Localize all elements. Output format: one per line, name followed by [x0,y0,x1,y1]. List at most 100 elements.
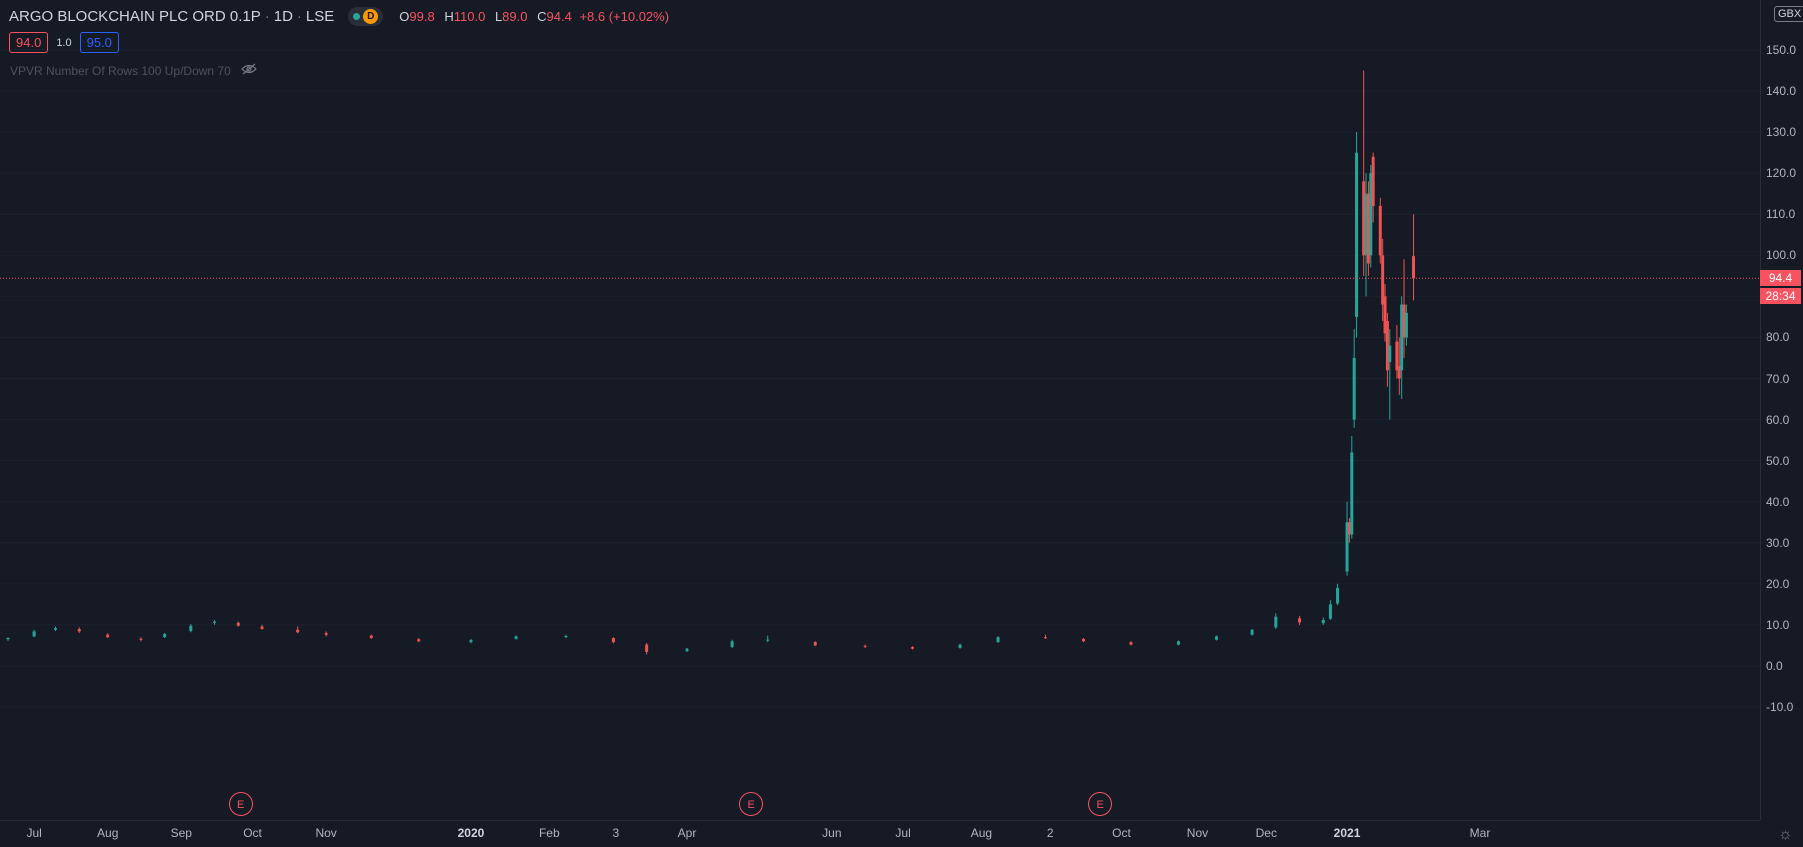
price-tick-label: 20.0 [1766,576,1790,591]
time-tick-label: Feb [538,826,560,840]
candlestick-series [6,70,1416,655]
candle-body [611,638,615,643]
price-tick-label: 70.0 [1766,371,1790,386]
candle-body [996,637,1000,643]
price-tick-label: 30.0 [1766,535,1790,550]
interval-label[interactable]: 1D [273,7,293,25]
candle-body [1298,618,1302,623]
earnings-marker[interactable]: E [1088,792,1113,816]
time-tick-label: Nov [315,826,337,840]
close-value: 94.4 [546,8,572,24]
candle-body [1397,366,1401,379]
price-tick-label: 0.0 [1766,658,1783,673]
candle-body [236,622,240,626]
open-key: O [399,8,410,24]
candle-body [1402,304,1406,338]
low-value: 89.0 [502,8,528,24]
time-tick-label: Oct [243,826,262,840]
market-status[interactable]: D [348,6,384,26]
candle-body [6,638,10,640]
time-tick-label: Aug [97,826,119,840]
candle-body [1355,152,1359,317]
time-tick-label: Sep [170,826,192,840]
candle-body [911,647,915,649]
candle-body [1383,296,1387,334]
buy-button[interactable]: 95.0 [79,32,119,53]
high-value: 110.0 [453,8,486,24]
currency-label[interactable]: GBX [1774,6,1803,22]
candle-body [163,633,167,638]
symbol-title[interactable]: ARGO BLOCKCHAIN PLC ORD 0.1P [9,7,261,25]
chart-grid [0,49,1760,708]
settings-gear-icon[interactable]: ☼ [1778,826,1793,843]
price-tick-label: 60.0 [1766,412,1790,427]
candle-body [53,628,57,630]
candle-body [1044,637,1048,639]
candle-body [1388,345,1392,363]
candle-body [1385,321,1389,371]
price-tick-label: 140.0 [1766,84,1797,99]
spread-value: 1.0 [56,36,72,49]
candle-body [1400,304,1404,371]
candle-body [369,635,373,639]
candle-body [645,644,649,652]
candle-body [1336,587,1340,604]
candle-body [1404,312,1408,338]
candle-body [514,636,518,639]
sell-button[interactable]: 94.0 [9,32,49,53]
candle-body [1369,173,1373,256]
candle-body [213,621,217,623]
candle-body [106,634,110,638]
candle-body [1364,193,1368,256]
candle-body [139,638,143,640]
time-tick-label: Dec [1255,826,1277,840]
time-tick-label: Aug [970,826,993,840]
price-chart[interactable] [0,0,1760,820]
price-tick-label: -10.0 [1766,700,1794,714]
exchange-label: LSE [305,7,335,25]
time-axis[interactable] [0,820,1760,847]
candle-body [1395,341,1399,371]
time-tick-label: Oct [1112,826,1131,840]
price-tick-label: 110.0 [1766,207,1796,222]
chart-legend: ARGO BLOCKCHAIN PLC ORD 0.1P · 1D · LSE … [9,6,673,26]
candle-body [1345,522,1349,572]
candle-body [1378,206,1382,256]
candle-body [469,640,473,643]
time-tick-label: Jul [26,826,42,840]
earnings-marker[interactable]: E [228,792,253,816]
candle-body [1371,156,1375,207]
candle-body [77,628,81,632]
time-tick-label: Apr [677,826,697,840]
open-value: 99.8 [409,8,435,24]
price-tick-label: 10.0 [1766,617,1790,632]
last-price-tag: 94.4 [1760,270,1801,287]
delayed-data-badge: D [363,8,379,24]
candle-body [958,644,962,648]
low-key: L [494,8,503,24]
price-tick-label: 120.0 [1766,166,1797,181]
candle-body [1352,357,1356,420]
close-key: C [537,8,547,24]
candle-body [417,639,421,642]
time-tick-label: 2020 [457,826,485,840]
indicator-legend[interactable]: VPVR Number Of Rows 100 Up/Down 70 [10,63,257,78]
candle-body [1214,636,1218,640]
ohlc-values: O99.8 H110.0 L89.0 C94.4 +8.6 (+10.02%) [397,9,673,24]
high-key: H [444,8,454,24]
indicator-label[interactable]: VPVR Number Of Rows 100 Up/Down 70 [10,63,231,78]
price-tick-label: 40.0 [1766,494,1790,509]
candle-body [1082,638,1086,642]
hidden-eye-icon[interactable] [240,63,257,78]
time-tick-label: Jul [895,826,911,840]
time-tick-label: 2 [1046,826,1054,840]
candle-body [1176,641,1180,645]
candle-body [260,626,264,629]
earnings-marker[interactable]: E [739,792,764,816]
candle-body [1328,604,1332,619]
candle-body [1381,255,1385,305]
candle-body [730,641,734,648]
candle-body [1129,642,1133,645]
change-value: +8.6 (+10.02%) [579,8,670,24]
price-axis[interactable] [1760,0,1803,820]
